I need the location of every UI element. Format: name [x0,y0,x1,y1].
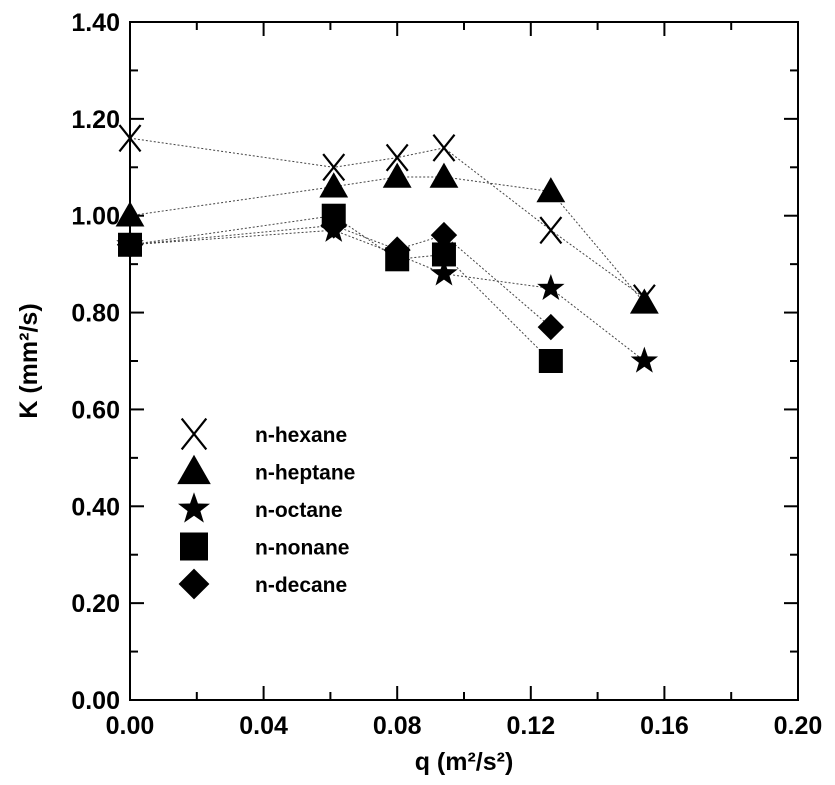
legend-marker-n-heptane [177,454,211,485]
data-point-n-decane [384,236,411,263]
legend-label-n-hexane: n-hexane [255,424,347,447]
data-point-n-octane [537,273,565,301]
legend-label-n-decane: n-decane [255,574,347,597]
data-point-n-heptane [429,162,459,188]
y-tick-label: 1.20 [71,106,120,134]
x-tick-label: 0.16 [640,712,689,740]
x-tick-label: 0.04 [239,712,288,740]
data-point-n-heptane [629,288,659,314]
x-axis-title: q (m²/s²) [415,748,514,776]
series-line-n-nonane [129,215,552,362]
y-tick-label: 0.20 [71,590,120,618]
data-point-n-decane [320,212,347,239]
series-line-n-hexane [129,137,645,299]
y-tick-label: 0.80 [71,300,120,328]
tick-labels: 0.00 0.04 0.08 0.12 0.16 0.20 0.00 0.20 0.40 0.60… [71,9,822,740]
data-point-n-decane [430,221,458,249]
y-tick-label: 0.60 [71,396,120,424]
x-tick-label: 0.08 [373,712,422,740]
y-tick-label: 1.00 [71,203,120,231]
series-line-n-octane [129,229,645,362]
data-point-n-heptane [319,172,349,198]
y-tick-label: 0.00 [71,687,120,715]
series-line-n-decane [129,224,552,328]
legend-marker-n-decane [178,568,210,600]
data-point-n-hexane [322,153,346,182]
legend-marker-n-nonane [180,532,208,561]
data-point-n-octane [430,259,458,286]
legend-label-n-heptane: n-heptane [255,462,355,485]
tick-marks [129,21,799,701]
y-tick-label: 1.40 [71,9,120,37]
y-tick-label: 0.40 [71,493,120,521]
x-tick-label: 0.20 [774,712,823,740]
data-point-n-nonane [538,349,563,373]
data-point-n-decane [537,313,565,341]
plot-frame [129,21,799,701]
data-point-n-octane [630,346,659,373]
series-markers [115,124,659,373]
y-axis-title: K (mm²/s) [15,303,43,418]
data-point-n-heptane [382,162,412,188]
x-tick-label: 0.12 [506,712,555,740]
x-tick-label: 0.00 [106,712,155,740]
legend-label-n-octane: n-octane [255,499,343,522]
data-point-n-heptane [536,177,566,203]
series-line-n-heptane [129,176,645,304]
legend-marker-n-hexane [180,417,208,451]
data-point-n-hexane [432,134,456,162]
legend: n-hexane n-heptane n-octane n-nonane n-decan… [177,417,355,600]
data-point-n-hexane [385,143,409,172]
legend-marker-n-octane [178,492,210,523]
legend-label-n-nonane: n-nonane [255,537,350,560]
data-point-n-hexane [539,216,563,245]
